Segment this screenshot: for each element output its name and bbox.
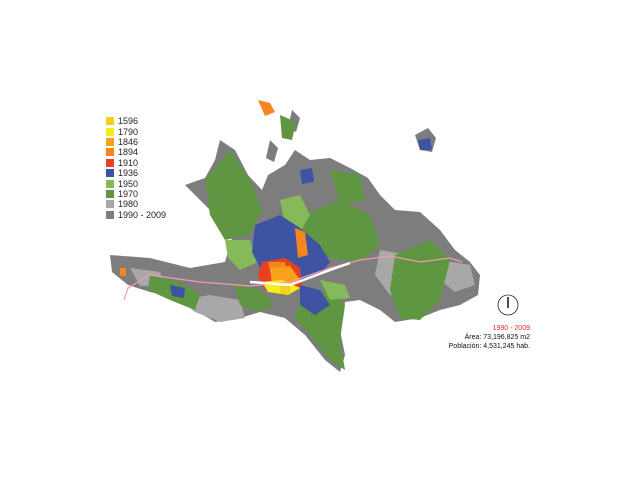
legend-swatch — [106, 117, 114, 126]
info-block: 1990 - 2009 Área: 73,196,825 m2 Població… — [412, 324, 530, 351]
north-arrow-icon — [497, 294, 519, 316]
legend-swatch — [106, 169, 114, 178]
legend-label: 1910 — [118, 157, 139, 168]
legend-item: 1596 — [106, 116, 166, 126]
legend-label: 1980 — [118, 199, 139, 210]
legend-swatch — [106, 179, 114, 188]
legend-label: 1790 — [118, 126, 139, 137]
legend-swatch — [106, 210, 114, 219]
legend-item: 1990 - 2009 — [106, 210, 166, 220]
legend-item: 1846 — [106, 137, 166, 147]
legend-label: 1970 — [118, 188, 139, 199]
legend-swatch — [106, 158, 114, 167]
info-period: 1990 - 2009 — [492, 325, 530, 332]
legend-swatch — [106, 148, 114, 157]
info-population: Población: 4,531,245 hab. — [448, 343, 530, 350]
info-area: Área: 73,196,825 m2 — [464, 334, 530, 341]
legend-swatch — [106, 127, 114, 136]
legend: 1596 1790 1846 1894 1910 1936 1950 1970 1980 1990… — [106, 116, 166, 220]
legend-item: 1970 — [106, 189, 166, 199]
legend-item: 1936 — [106, 168, 166, 178]
legend-item: 1790 — [106, 126, 166, 137]
legend-label: 1846 — [118, 136, 139, 147]
road-highlight — [249, 261, 351, 287]
legend-swatch — [106, 137, 114, 146]
legend-item: 1894 — [106, 147, 166, 157]
legend-item: 1980 — [106, 199, 166, 209]
legend-label: 1894 — [118, 147, 139, 158]
legend-swatch — [106, 200, 114, 209]
legend-label: 1950 — [118, 178, 139, 189]
layer-1596 — [280, 286, 290, 294]
legend-label: 1990 - 2009 — [118, 209, 167, 220]
road-line — [123, 255, 463, 301]
legend-swatch — [106, 189, 114, 198]
legend-item: 1950 — [106, 178, 166, 189]
legend-label: 1596 — [118, 116, 139, 127]
legend-label: 1936 — [118, 168, 139, 179]
legend-item: 1910 — [106, 158, 166, 168]
layer-1970 — [148, 115, 450, 370]
